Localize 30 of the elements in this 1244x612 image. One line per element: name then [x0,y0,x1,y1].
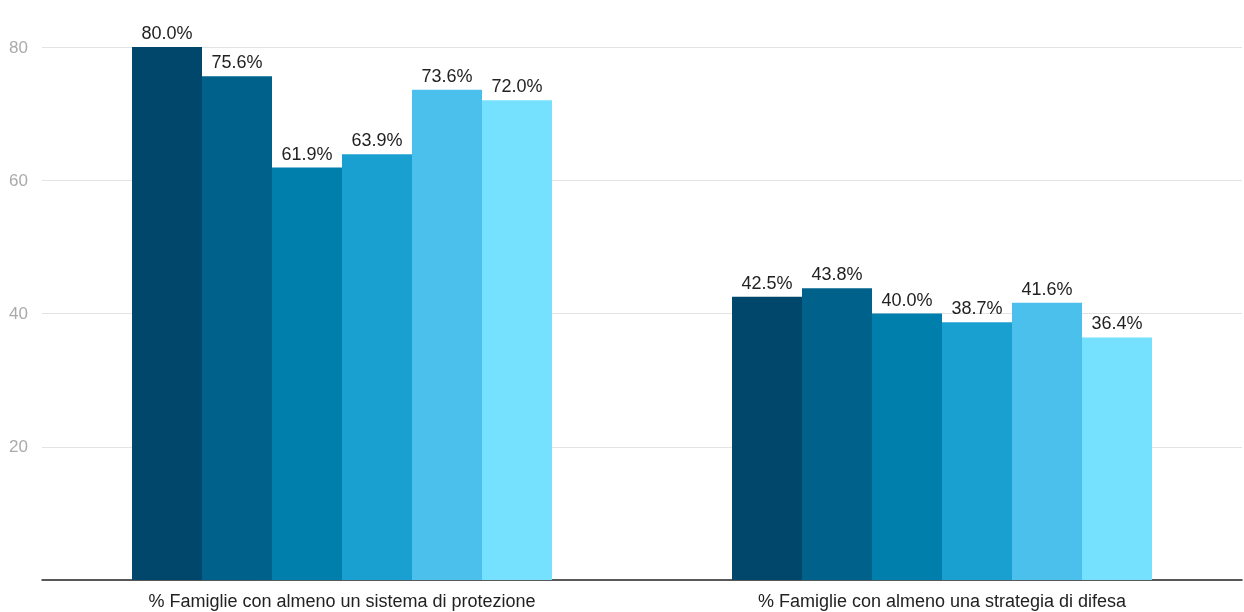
bar [942,322,1012,580]
x-tick-label: % Famiglie con almeno una strategia di difesa [757,591,1128,611]
bar [802,288,872,580]
y-tick-label: 20 [9,437,28,457]
bar [202,76,272,580]
bar [1082,337,1152,580]
bar [482,100,552,580]
x-tick-label: % Famiglie con almeno un sistema di protezione [148,591,536,611]
bar [872,313,942,580]
data-label: 63.9% [351,130,403,151]
data-label: 36.4% [1091,313,1143,334]
y-tick-label: 80 [9,37,28,57]
bar [132,47,202,580]
bar [272,167,342,580]
data-label: 80.0% [141,23,193,43]
data-label: 72.0% [491,76,543,97]
data-label: 75.6% [211,52,263,73]
data-label: 43.8% [811,264,863,285]
data-label: 41.6% [1021,278,1073,299]
bar [412,89,482,580]
data-label: 40.0% [881,289,933,310]
bar [732,296,802,580]
y-tick-label: 40 [9,304,28,323]
data-label: 42.5% [741,272,793,293]
data-label: 61.9% [281,143,333,164]
bar [1012,302,1082,580]
data-label: 38.7% [951,298,1003,319]
bar [342,154,412,580]
data-label: 73.6% [421,65,473,86]
y-tick-label: 60 [9,170,28,190]
